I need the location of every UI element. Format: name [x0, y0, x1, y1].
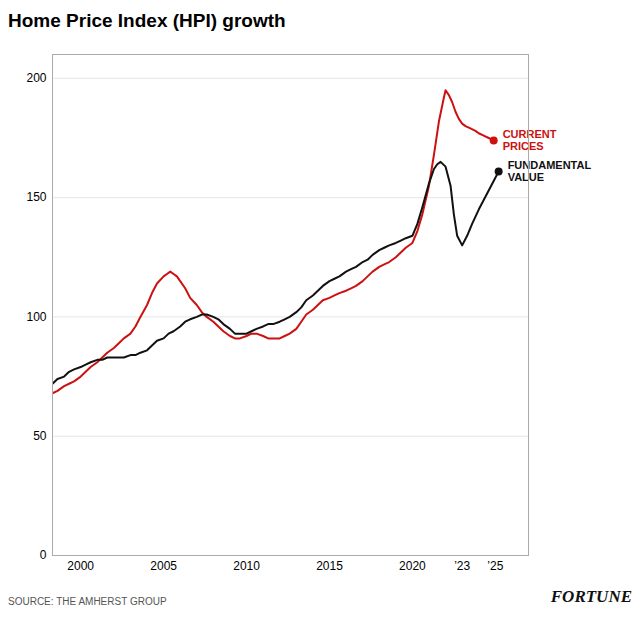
svg-text:150: 150: [26, 190, 46, 204]
svg-text:CURRENTPRICES: CURRENTPRICES: [503, 128, 557, 152]
html-text:Home Price Index (HPI) growth: Home Price Index (HPI) growth: [8, 10, 286, 31]
svg-text:50: 50: [33, 429, 47, 443]
html-text:SOURCE: THE AMHERST GROUP: SOURCE: THE AMHERST GROUP: [8, 596, 167, 607]
svg-text:2015: 2015: [316, 559, 343, 573]
html-text:FORTUNE: FORTUNE: [550, 587, 632, 606]
svg-text:’23: ’23: [454, 559, 470, 573]
svg-text:2005: 2005: [150, 559, 177, 573]
svg-text:2010: 2010: [233, 559, 260, 573]
svg-text:0: 0: [40, 548, 47, 562]
svg-text:’25: ’25: [487, 559, 503, 573]
svg-text:100: 100: [26, 310, 46, 324]
svg-text:2000: 2000: [67, 559, 94, 573]
svg-text:200: 200: [26, 71, 46, 85]
svg-text:2020: 2020: [399, 559, 426, 573]
svg-text:FUNDAMENTALVALUE: FUNDAMENTALVALUE: [508, 159, 592, 183]
